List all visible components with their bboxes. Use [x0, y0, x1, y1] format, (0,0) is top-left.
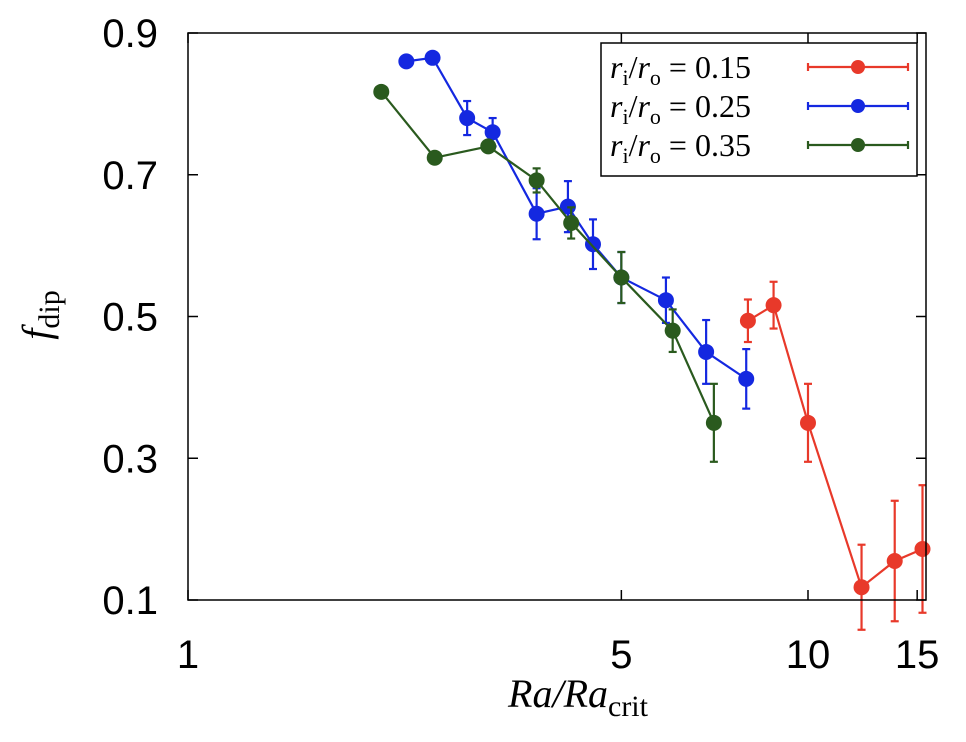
- x-tick-label: 1: [177, 633, 199, 677]
- data-point: [799, 414, 816, 431]
- legend-label-part: r: [637, 127, 650, 163]
- y-tick-label: 0.9: [102, 12, 158, 56]
- legend-label-sub: o: [650, 104, 661, 129]
- legend-label-part: r: [610, 127, 623, 163]
- data-point: [398, 53, 415, 70]
- series-0: [739, 280, 931, 631]
- legend-label-part: /: [629, 49, 638, 85]
- data-point: [853, 579, 870, 596]
- axis-ticks: 1 5 10 150.10.30.50.70.9: [102, 12, 939, 677]
- data-point: [914, 540, 931, 557]
- series-line: [380, 91, 715, 424]
- x-tick-label: 5: [610, 633, 632, 677]
- data-point: [657, 292, 674, 309]
- data-point: [765, 297, 782, 314]
- data-point: [373, 83, 390, 100]
- data-point: [886, 553, 903, 570]
- y-tick-label: 0.1: [102, 579, 158, 623]
- data-point: [664, 322, 681, 339]
- data-point: [698, 343, 715, 360]
- data-point: [459, 110, 476, 127]
- y-axis-label: fdip: [14, 290, 66, 339]
- series-line: [747, 303, 923, 590]
- legend-label-part: = 0.35: [661, 127, 751, 163]
- legend-label-part: = 0.25: [661, 88, 751, 124]
- y-tick-label: 0.3: [102, 437, 158, 481]
- legend-label: ri/ro = 0.35: [610, 127, 751, 168]
- legend-label-part: /: [629, 127, 638, 163]
- y-tick-label: 0.7: [102, 154, 158, 198]
- data-point: [424, 49, 441, 66]
- data-point: [426, 149, 443, 166]
- legend-label-sub: o: [650, 65, 661, 90]
- data-point: [705, 414, 722, 431]
- data-point: [613, 269, 630, 286]
- data-point: [739, 312, 756, 329]
- legend-label-part: r: [610, 49, 623, 85]
- data-point: [563, 214, 580, 231]
- series-2: [373, 83, 722, 463]
- legend-label-part: r: [610, 88, 623, 124]
- data-point: [528, 205, 545, 222]
- chart-marks: [373, 49, 931, 631]
- y-tick-label: 0.5: [102, 296, 158, 340]
- legend-label-sub: o: [650, 143, 661, 168]
- x-axis-label: Ra/Racrit: [507, 671, 649, 723]
- legend-label-part: r: [637, 88, 650, 124]
- legend-label-sub: i: [622, 65, 628, 90]
- data-point: [738, 370, 755, 387]
- data-point: [484, 124, 501, 141]
- legend-marker: [851, 60, 865, 74]
- legend-label: ri/ro = 0.15: [610, 49, 751, 90]
- legend-marker: [851, 138, 865, 152]
- legend-label: ri/ro = 0.25: [610, 88, 751, 129]
- y-axis-label-sub: dip: [33, 290, 66, 328]
- x-tick-label: 10: [786, 633, 831, 677]
- legend-label-sub: i: [622, 104, 628, 129]
- legend-label-part: r: [637, 49, 650, 85]
- x-tick-label: 15: [895, 633, 940, 677]
- data-point: [480, 138, 497, 155]
- legend-label-part: /: [629, 88, 638, 124]
- x-axis-label-main: Ra/Ra: [507, 671, 608, 716]
- legend-label-part: = 0.15: [661, 49, 751, 85]
- legend-marker: [851, 99, 865, 113]
- data-point: [528, 172, 545, 189]
- x-axis-label-sub: crit: [608, 690, 649, 723]
- data-point: [584, 236, 601, 253]
- legend-label-sub: i: [622, 143, 628, 168]
